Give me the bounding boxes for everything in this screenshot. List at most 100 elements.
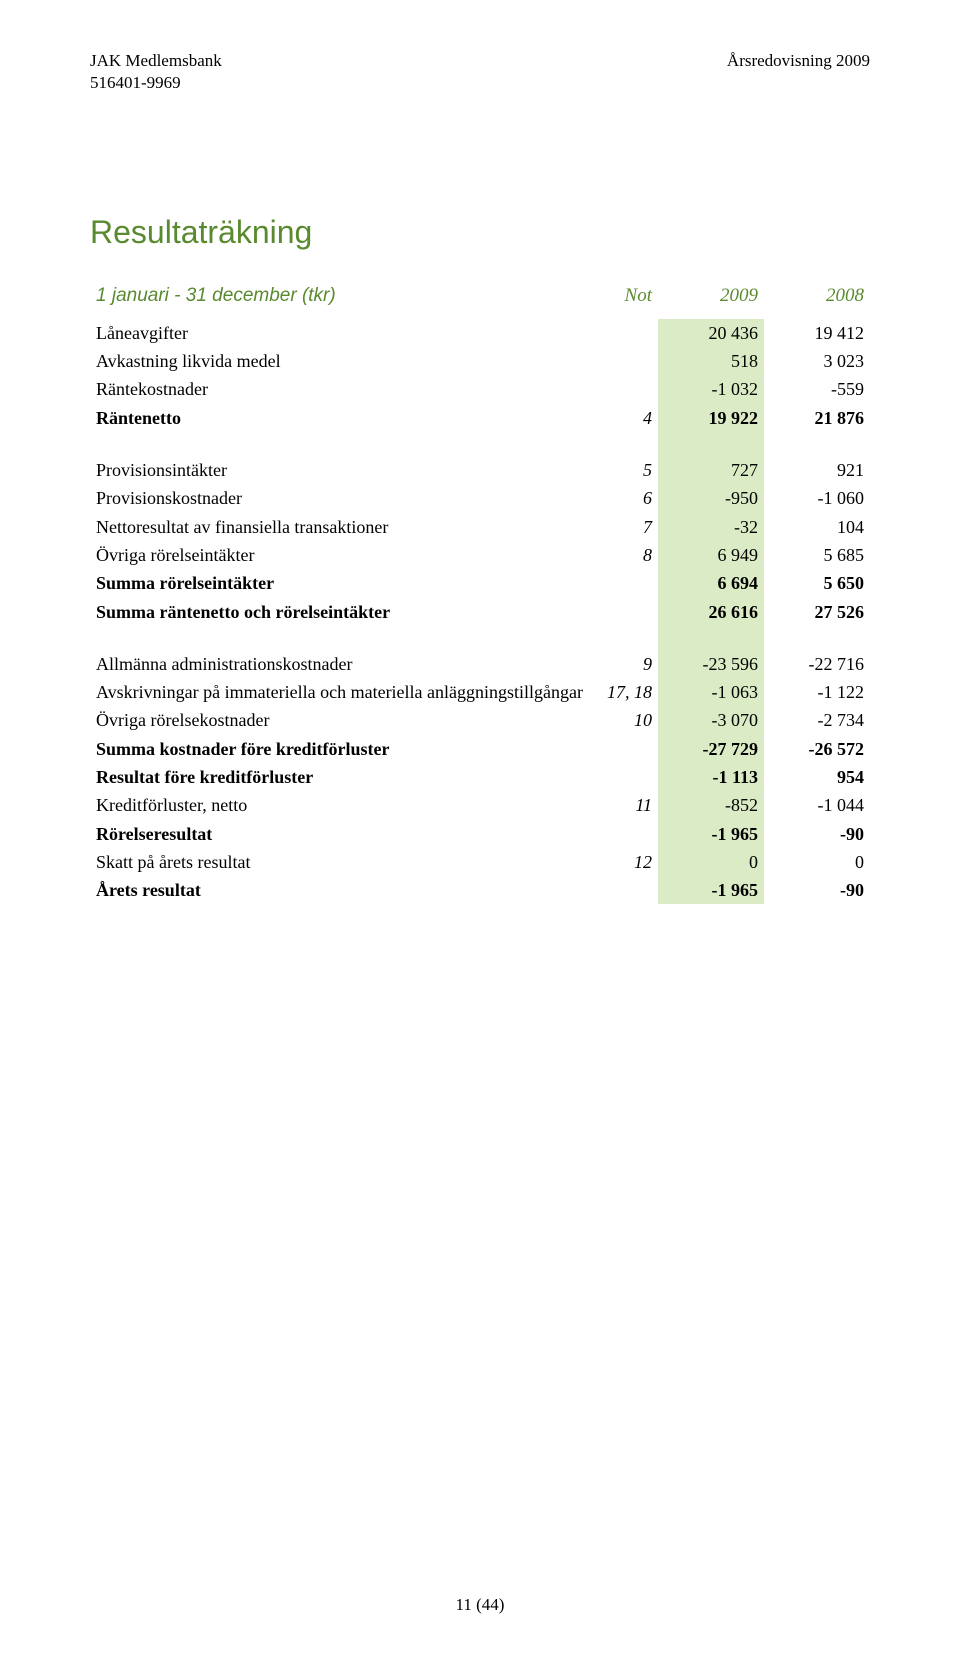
spacer-cell-hilite xyxy=(658,626,764,650)
row-value-2009: 727 xyxy=(658,456,764,484)
column-heading-row: 1 januari - 31 december (tkr)Not20092008 xyxy=(90,281,870,319)
table-row: Nettoresultat av finansiella transaktion… xyxy=(90,513,870,541)
header-right: Årsredovisning 2009 xyxy=(727,50,870,94)
row-value-2008: 5 685 xyxy=(764,541,870,569)
page-footer: 11 (44) xyxy=(0,1595,960,1615)
row-label: Räntekostnader xyxy=(90,375,589,403)
table-row: Provisionsintäkter5727921 xyxy=(90,456,870,484)
table-row: Övriga rörelseintäkter86 9495 685 xyxy=(90,541,870,569)
row-label: Avkastning likvida medel xyxy=(90,347,589,375)
row-value-2009: -1 965 xyxy=(658,820,764,848)
row-value-2008: -2 734 xyxy=(764,706,870,734)
header-left: JAK Medlemsbank 516401-9969 xyxy=(90,50,222,94)
row-label: Låneavgifter xyxy=(90,319,589,347)
row-note xyxy=(589,876,658,904)
org-name: JAK Medlemsbank xyxy=(90,50,222,72)
row-label: Övriga rörelseintäkter xyxy=(90,541,589,569)
row-value-2008: -90 xyxy=(764,820,870,848)
row-label: Summa rörelseintäkter xyxy=(90,569,589,597)
row-value-2009: 19 922 xyxy=(658,404,764,432)
row-value-2008: 0 xyxy=(764,848,870,876)
row-value-2008: -1 044 xyxy=(764,791,870,819)
row-label: Summa kostnader före kreditförluster xyxy=(90,735,589,763)
row-note xyxy=(589,375,658,403)
row-value-2009: -852 xyxy=(658,791,764,819)
table-row: Övriga rörelsekostnader10-3 070-2 734 xyxy=(90,706,870,734)
row-note xyxy=(589,598,658,626)
row-value-2009: 26 616 xyxy=(658,598,764,626)
row-value-2009: 518 xyxy=(658,347,764,375)
row-note: 11 xyxy=(589,791,658,819)
row-value-2009: 6 949 xyxy=(658,541,764,569)
spacer-cell xyxy=(90,626,658,650)
table-row: Summa rörelseintäkter6 6945 650 xyxy=(90,569,870,597)
row-value-2008: -26 572 xyxy=(764,735,870,763)
row-value-2009: 0 xyxy=(658,848,764,876)
column-heading-y2: 2008 xyxy=(764,281,870,319)
org-id: 516401-9969 xyxy=(90,72,222,94)
row-label: Provisionskostnader xyxy=(90,484,589,512)
row-note xyxy=(589,735,658,763)
row-label: Avskrivningar på immateriella och materi… xyxy=(90,678,589,706)
table-row: Resultat före kreditförluster-1 113954 xyxy=(90,763,870,791)
row-note xyxy=(589,319,658,347)
table-row: Summa räntenetto och rörelseintäkter26 6… xyxy=(90,598,870,626)
row-value-2009: -1 032 xyxy=(658,375,764,403)
table-row: Kreditförluster, netto11-852-1 044 xyxy=(90,791,870,819)
row-value-2009: -32 xyxy=(658,513,764,541)
row-value-2008: 5 650 xyxy=(764,569,870,597)
row-label: Skatt på årets resultat xyxy=(90,848,589,876)
row-value-2008: 104 xyxy=(764,513,870,541)
row-note: 6 xyxy=(589,484,658,512)
row-label: Övriga rörelsekostnader xyxy=(90,706,589,734)
column-heading-label: 1 januari - 31 december (tkr) xyxy=(90,281,589,319)
spacer-cell xyxy=(764,432,870,456)
row-value-2008: -90 xyxy=(764,876,870,904)
table-row: Avkastning likvida medel5183 023 xyxy=(90,347,870,375)
row-value-2008: -22 716 xyxy=(764,650,870,678)
row-label: Nettoresultat av finansiella transaktion… xyxy=(90,513,589,541)
row-value-2008: -559 xyxy=(764,375,870,403)
table-row: Summa kostnader före kreditförluster -27 … xyxy=(90,735,870,763)
spacer-cell-hilite xyxy=(658,432,764,456)
row-note xyxy=(589,347,658,375)
row-label: Årets resultat xyxy=(90,876,589,904)
row-value-2008: -1 060 xyxy=(764,484,870,512)
row-value-2009: -3 070 xyxy=(658,706,764,734)
income-statement-table: 1 januari - 31 december (tkr)Not20092008… xyxy=(90,281,870,904)
row-value-2008: 954 xyxy=(764,763,870,791)
column-heading-not: Not xyxy=(589,281,658,319)
table-row xyxy=(90,626,870,650)
table-row xyxy=(90,432,870,456)
row-label: Resultat före kreditförluster xyxy=(90,763,589,791)
row-value-2008: 27 526 xyxy=(764,598,870,626)
row-note: 12 xyxy=(589,848,658,876)
row-note xyxy=(589,820,658,848)
row-label: Provisionsintäkter xyxy=(90,456,589,484)
row-value-2008: -1 122 xyxy=(764,678,870,706)
row-value-2009: -1 063 xyxy=(658,678,764,706)
row-note: 4 xyxy=(589,404,658,432)
row-note: 5 xyxy=(589,456,658,484)
doc-title: Årsredovisning 2009 xyxy=(727,50,870,72)
row-value-2009: 20 436 xyxy=(658,319,764,347)
spacer-cell xyxy=(764,626,870,650)
spacer-cell xyxy=(90,432,658,456)
row-note: 7 xyxy=(589,513,658,541)
page: JAK Medlemsbank 516401-9969 Årsredovisni… xyxy=(0,0,960,1655)
table-row: Allmänna administrationskostnader9-23 59… xyxy=(90,650,870,678)
row-note: 8 xyxy=(589,541,658,569)
row-label: Kreditförluster, netto xyxy=(90,791,589,819)
row-value-2009: -27 729 xyxy=(658,735,764,763)
table-row: Skatt på årets resultat1200 xyxy=(90,848,870,876)
row-note xyxy=(589,569,658,597)
table-row: Provisionskostnader6-950-1 060 xyxy=(90,484,870,512)
row-note: 17, 18 xyxy=(589,678,658,706)
table-row: Räntekostnader -1 032-559 xyxy=(90,375,870,403)
row-label: Allmänna administrationskostnader xyxy=(90,650,589,678)
column-heading-y1: 2009 xyxy=(658,281,764,319)
table-row: Årets resultat -1 965-90 xyxy=(90,876,870,904)
row-note xyxy=(589,763,658,791)
row-value-2009: -1 965 xyxy=(658,876,764,904)
row-note: 10 xyxy=(589,706,658,734)
